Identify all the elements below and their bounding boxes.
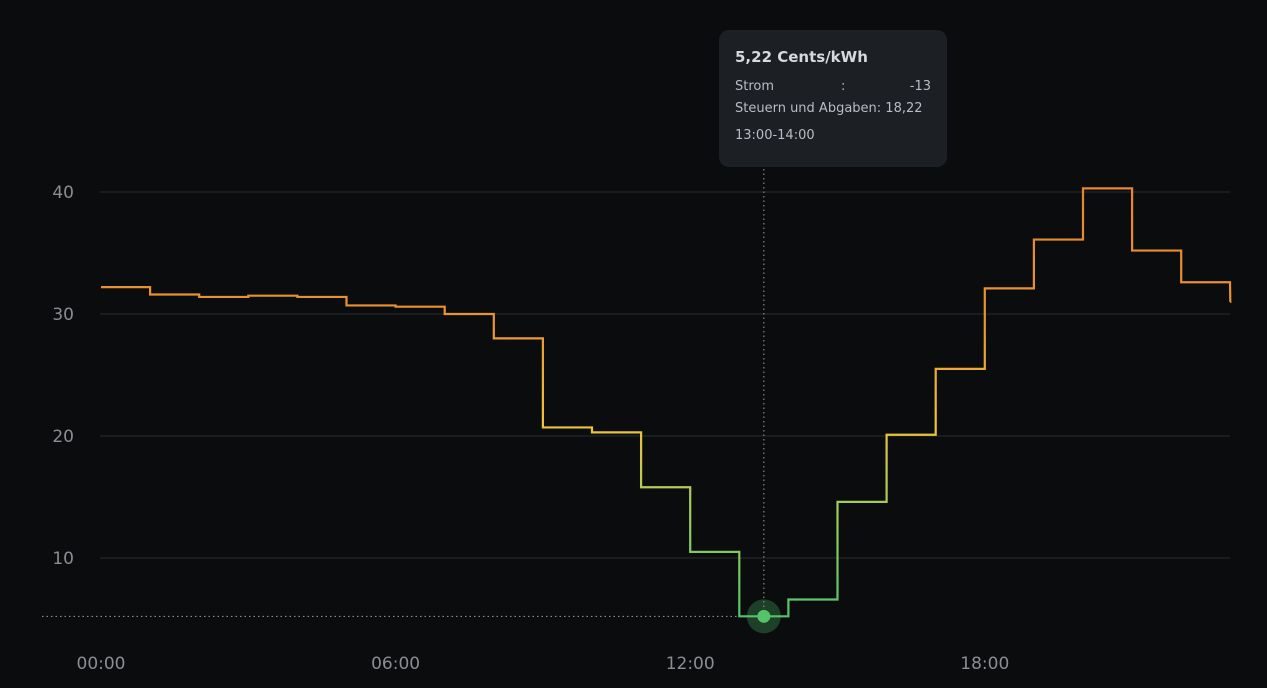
x-tick-label: 06:00 (371, 654, 420, 674)
tooltip-row-value: -13 (909, 79, 931, 94)
y-tick-label: 20 (52, 427, 74, 447)
tooltip-title: 5,22 Cents/kWh (735, 48, 868, 66)
marker-dot[interactable] (757, 609, 771, 623)
y-tick-label: 10 (52, 549, 74, 569)
x-tick-label: 12:00 (666, 654, 715, 674)
x-axis: 00:00 06:00 12:00 18:00 (77, 654, 1010, 674)
x-tick-label: 00:00 (77, 654, 126, 674)
tooltip-row-strom: Strom : -13 (735, 76, 931, 98)
crosshair-guides (42, 160, 765, 617)
tooltip: 5,22 Cents/kWh Strom : -13 Steuern und A… (719, 30, 947, 167)
tooltip-time: 13:00-14:00 (735, 128, 815, 143)
x-tick-label: 18:00 (960, 654, 1009, 674)
grid-lines (100, 191, 1230, 559)
y-tick-label: 40 (52, 183, 74, 203)
y-axis: 10 20 30 40 (52, 183, 74, 569)
price-step-line (101, 187, 1232, 618)
highlight-marker[interactable] (746, 599, 781, 634)
y-tick-label: 30 (52, 305, 74, 325)
tooltip-row-taxes: Steuern und Abgaben: 18,22 (735, 101, 923, 116)
tooltip-row-label: Strom (735, 79, 775, 94)
tooltip-row-colon: : (841, 79, 846, 94)
